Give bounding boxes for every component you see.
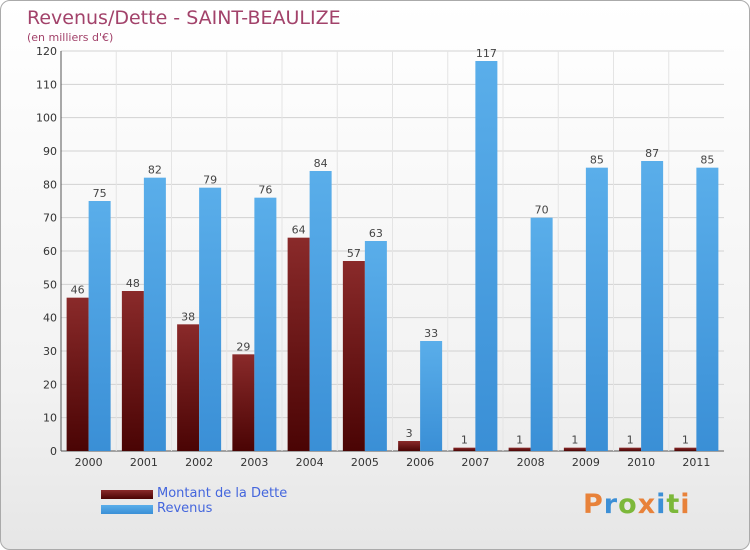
bar-revenus bbox=[530, 217, 553, 451]
data-label: 64 bbox=[292, 224, 306, 237]
bar-dette bbox=[177, 324, 200, 451]
x-tick-label: 2003 bbox=[240, 456, 268, 469]
data-label: 1 bbox=[682, 434, 689, 447]
y-tick-label: 90 bbox=[43, 145, 57, 158]
data-label: 1 bbox=[627, 434, 634, 447]
logo-letter: P bbox=[583, 489, 604, 520]
bar-revenus bbox=[88, 201, 111, 451]
x-tick-label: 2002 bbox=[185, 456, 213, 469]
bar-revenus bbox=[364, 241, 387, 451]
bar-revenus bbox=[143, 177, 166, 451]
data-label: 87 bbox=[645, 147, 659, 160]
data-label: 70 bbox=[535, 204, 549, 217]
y-tick-label: 40 bbox=[43, 312, 57, 325]
data-label: 117 bbox=[476, 47, 497, 60]
legend-swatch-revenus bbox=[101, 505, 153, 514]
data-label: 85 bbox=[590, 154, 604, 167]
x-tick-label: 2005 bbox=[351, 456, 379, 469]
data-label: 85 bbox=[700, 154, 714, 167]
legend-label-dette: Montant de la Dette bbox=[157, 486, 288, 501]
chart-subtitle: (en milliers d'€) bbox=[27, 31, 114, 44]
bar-dette bbox=[287, 237, 310, 451]
y-tick-label: 60 bbox=[43, 245, 57, 258]
x-tick-label: 2004 bbox=[296, 456, 324, 469]
y-tick-label: 120 bbox=[36, 45, 57, 58]
legend-label-revenus: Revenus bbox=[157, 501, 213, 516]
data-label: 38 bbox=[181, 310, 195, 323]
logo-letter: i bbox=[680, 489, 691, 520]
data-label: 79 bbox=[203, 174, 217, 187]
bar-dette bbox=[674, 447, 697, 451]
logo-letter: o bbox=[618, 489, 638, 520]
data-label: 82 bbox=[148, 164, 162, 177]
data-label: 46 bbox=[71, 284, 85, 297]
bar-dette bbox=[619, 447, 642, 451]
bar-revenus bbox=[309, 171, 332, 451]
chart-title: Revenus/Dette - SAINT-BEAULIZE bbox=[27, 7, 341, 29]
bar-dette bbox=[398, 441, 421, 451]
data-label: 76 bbox=[258, 184, 272, 197]
bar-dette bbox=[232, 354, 255, 451]
x-tick-label: 2000 bbox=[75, 456, 103, 469]
bar-revenus bbox=[254, 197, 277, 451]
x-tick-label: 2010 bbox=[627, 456, 655, 469]
bar-dette bbox=[508, 447, 531, 451]
y-tick-label: 10 bbox=[43, 412, 57, 425]
data-label: 1 bbox=[516, 434, 523, 447]
x-tick-label: 2011 bbox=[682, 456, 710, 469]
bar-revenus bbox=[585, 167, 608, 451]
data-label: 33 bbox=[424, 327, 438, 340]
bar-dette bbox=[453, 447, 476, 451]
x-tick-label: 2007 bbox=[461, 456, 489, 469]
x-tick-label: 2008 bbox=[517, 456, 545, 469]
y-tick-label: 110 bbox=[36, 78, 57, 91]
logo-letter: i bbox=[656, 489, 667, 520]
bar-revenus bbox=[475, 61, 498, 451]
y-tick-label: 20 bbox=[43, 378, 57, 391]
bar-revenus bbox=[199, 187, 222, 451]
y-tick-label: 0 bbox=[50, 445, 57, 458]
data-label: 3 bbox=[406, 427, 413, 440]
logo-letter: t bbox=[666, 489, 681, 520]
y-tick-label: 100 bbox=[36, 112, 57, 125]
y-tick-label: 50 bbox=[43, 278, 57, 291]
x-tick-label: 2009 bbox=[572, 456, 600, 469]
proxiti-logo: Proxiti bbox=[583, 489, 691, 520]
bar-dette bbox=[66, 297, 89, 451]
data-label: 1 bbox=[461, 434, 468, 447]
data-label: 84 bbox=[314, 157, 328, 170]
data-label: 63 bbox=[369, 227, 383, 240]
bar-dette bbox=[563, 447, 586, 451]
bar-revenus bbox=[641, 161, 664, 451]
data-label: 29 bbox=[236, 340, 250, 353]
data-label: 1 bbox=[571, 434, 578, 447]
logo-letter: r bbox=[603, 489, 619, 520]
data-label: 57 bbox=[347, 247, 361, 260]
bar-revenus bbox=[420, 341, 443, 451]
bar-revenus bbox=[696, 167, 719, 451]
bar-dette bbox=[121, 291, 144, 451]
data-label: 75 bbox=[93, 187, 107, 200]
legend-swatch-dette bbox=[101, 490, 153, 499]
x-tick-label: 2006 bbox=[406, 456, 434, 469]
data-label: 48 bbox=[126, 277, 140, 290]
y-tick-label: 30 bbox=[43, 345, 57, 358]
logo-letter: x bbox=[637, 489, 657, 520]
y-tick-label: 70 bbox=[43, 212, 57, 225]
y-tick-label: 80 bbox=[43, 178, 57, 191]
x-tick-label: 2001 bbox=[130, 456, 158, 469]
bar-dette bbox=[342, 261, 365, 451]
